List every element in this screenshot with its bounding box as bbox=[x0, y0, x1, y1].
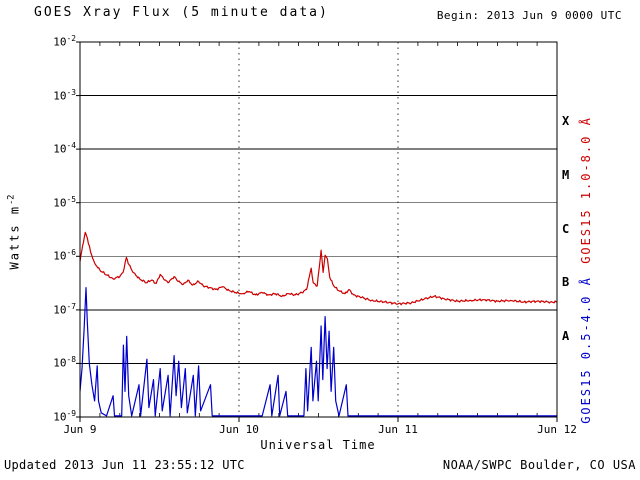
updated-timestamp-label: Updated 2013 Jun 11 23:55:12 UTC bbox=[4, 458, 245, 472]
flare-class-letter: B bbox=[562, 275, 570, 290]
y-axis-label-base: Watts m bbox=[7, 204, 22, 270]
xray-long-wave-curve bbox=[80, 231, 557, 306]
y-tick-label: 10-3 bbox=[53, 87, 76, 103]
y-tick-label: 10-6 bbox=[53, 248, 76, 263]
y-tick-label: 10-4 bbox=[53, 141, 76, 156]
x-axis-label: Universal Time bbox=[260, 438, 376, 452]
series-label-goes15-short-wave: GOES15 0.5-4.0 Å bbox=[579, 276, 593, 424]
y-axis-label-exponent: -2 bbox=[6, 194, 17, 205]
begin-time-label: Begin: 2013 Jun 9 0000 UTC bbox=[436, 9, 622, 22]
y-tick-label: 10-8 bbox=[53, 355, 76, 371]
y-tick-label: 10-9 bbox=[53, 409, 76, 424]
x-tick-label: Jun 10 bbox=[219, 423, 259, 436]
x-tick-label: Jun 9 bbox=[63, 423, 97, 436]
y-tick-label: 10-7 bbox=[53, 301, 76, 317]
flare-class-letter: M bbox=[562, 167, 570, 182]
y-tick-label: 10-5 bbox=[53, 194, 76, 210]
series-label-goes15-long-wave: GOES15 1.0-8.0 Å bbox=[579, 116, 593, 264]
flare-class-letter: A bbox=[562, 328, 570, 343]
flare-class-letter: C bbox=[562, 221, 570, 236]
y-axis-label: Watts m-2 bbox=[7, 195, 22, 270]
x-tick-label: Jun 11 bbox=[378, 423, 418, 436]
xray-short-wave-curve bbox=[80, 287, 557, 417]
plot-border bbox=[79, 41, 558, 418]
chart-title: GOES Xray Flux (5 minute data) bbox=[34, 5, 329, 20]
y-tick-label: 10-2 bbox=[53, 34, 76, 49]
credit-label: NOAA/SWPC Boulder, CO USA bbox=[442, 458, 636, 472]
x-tick-label: Jun 12 bbox=[537, 423, 577, 436]
flare-class-letter: X bbox=[562, 114, 570, 129]
